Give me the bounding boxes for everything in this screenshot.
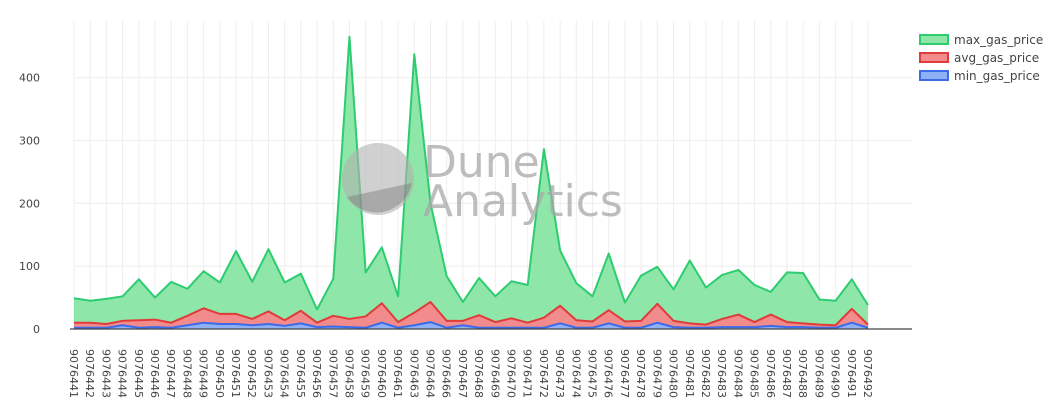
x-tick-label: 9076447 [164, 349, 177, 398]
x-tick-label: 9076463 [407, 349, 420, 398]
x-tick-label: 9076476 [602, 349, 615, 398]
y-tick-label: 400 [19, 72, 40, 85]
watermark-text-analytics: Analytics [423, 176, 623, 227]
legend[interactable]: max_gas_price avg_gas_price min_gas_price [919, 33, 1043, 83]
y-tick-label: 100 [19, 260, 40, 273]
series-area-max-gas-price [74, 36, 868, 330]
x-tick-label: 9076479 [650, 349, 663, 398]
x-tick-label: 9076457 [326, 349, 339, 398]
x-tick-label: 9076464 [423, 349, 436, 398]
series-area-min-gas-price [74, 322, 868, 329]
x-tick-label: 9076486 [764, 349, 777, 398]
x-tick-label: 9076477 [618, 349, 631, 398]
x-tick-label: 9076484 [731, 349, 744, 398]
x-tick-label: 9076473 [553, 349, 566, 398]
x-tick-label: 9076449 [197, 349, 210, 398]
x-tick-label: 9076466 [440, 349, 453, 398]
legend-item-min-gas-price[interactable]: min_gas_price [919, 69, 1040, 83]
x-tick-label: 9076460 [375, 349, 388, 398]
x-tick-label: 9076474 [569, 349, 582, 398]
x-tick-label: 9076459 [359, 349, 372, 398]
x-tick-label: 9076492 [861, 349, 874, 398]
legend-swatch [919, 52, 949, 63]
x-tick-label: 9076490 [829, 349, 842, 398]
y-tick-label: 0 [33, 323, 40, 336]
x-tick-label: 9076458 [342, 349, 355, 398]
axes: 0 100 200 300 400 9076441 9076442 9076443 907644… [19, 72, 912, 398]
y-tick-label: 300 [19, 134, 40, 147]
x-tick-label: 9076469 [488, 349, 501, 398]
series-areas [73, 35, 869, 330]
x-tick-label: 9076441 [67, 349, 80, 398]
series-area-avg-gas-price [74, 301, 868, 329]
x-tick-label: 9076444 [116, 349, 129, 398]
legend-label: min_gas_price [954, 69, 1040, 83]
legend-label: max_gas_price [954, 33, 1043, 47]
x-tick-label: 9076488 [796, 349, 809, 398]
x-tick-label: 9076483 [715, 349, 728, 398]
series-line-min-gas-price [74, 321, 869, 329]
legend-item-avg-gas-price[interactable]: avg_gas_price [919, 51, 1039, 65]
x-tick-label: 9076461 [391, 349, 404, 398]
x-tick-label: 9076472 [537, 349, 550, 398]
legend-swatch [919, 70, 949, 81]
x-tick-label: 9076470 [505, 349, 518, 398]
watermark-text-dune: Dune [423, 137, 540, 188]
x-tick-label: 9076442 [83, 349, 96, 398]
legend-item-max-gas-price[interactable]: max_gas_price [919, 33, 1043, 47]
watermark-logo-shade [347, 183, 412, 213]
series-line-max-gas-price [73, 35, 869, 311]
x-tick-label: 9076467 [456, 349, 469, 398]
x-tick-label: 9076453 [261, 349, 274, 398]
x-tick-label: 9076448 [180, 349, 193, 398]
x-tick-label: 9076446 [148, 349, 161, 398]
x-tick-label: 9076452 [245, 349, 258, 398]
watermark-logo-icon [342, 143, 414, 215]
legend-swatch [919, 34, 949, 45]
x-tick-label: 9076480 [667, 349, 680, 398]
y-tick-label: 200 [19, 197, 40, 210]
x-tick-label: 9076455 [294, 349, 307, 398]
x-tick-label: 9076445 [132, 349, 145, 398]
x-tick-label: 9076481 [683, 349, 696, 398]
x-tick-label: 9076475 [586, 349, 599, 398]
x-tick-label: 9076456 [310, 349, 323, 398]
x-tick-label: 9076468 [472, 349, 485, 398]
x-tick-label: 9076443 [99, 349, 112, 398]
x-tick-label: 9076487 [780, 349, 793, 398]
x-tick-label: 9076471 [521, 349, 534, 398]
series-line-avg-gas-price [74, 300, 869, 327]
x-tick-label: 9076485 [748, 349, 761, 398]
x-tick-label: 9076489 [812, 349, 825, 398]
x-tick-label: 9076450 [213, 349, 226, 398]
x-tick-label: 9076482 [699, 349, 712, 398]
x-tick-label: 9076491 [845, 349, 858, 398]
x-tick-label: 9076478 [634, 349, 647, 398]
dune-analytics-watermark: Dune Analytics [342, 137, 623, 227]
x-tick-label: 9076454 [278, 349, 291, 398]
legend-label: avg_gas_price [954, 51, 1039, 65]
x-tick-label: 9076451 [229, 349, 242, 398]
